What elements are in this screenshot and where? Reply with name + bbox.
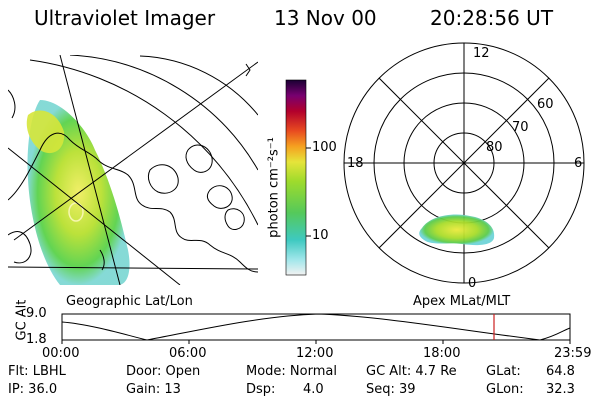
- right-panel-title: Apex MLat/MLT: [413, 294, 511, 309]
- mlt-label-6: 6: [574, 156, 583, 171]
- info-glat: GLat:: [486, 364, 521, 379]
- info-flt: Flt: LBHL: [8, 364, 66, 379]
- info-seq: Seq: 39: [366, 382, 416, 397]
- polar-plot: [343, 42, 585, 284]
- gc-alt-curve: [61, 313, 571, 341]
- time-label: 20:28:56 UT: [430, 6, 554, 30]
- x-tick-label: 06:00: [169, 346, 207, 361]
- left-panel-title: Geographic Lat/Lon: [66, 294, 193, 309]
- latitude-grid: [8, 55, 258, 285]
- x-tick-label: 00:00: [42, 346, 80, 361]
- mlt-label-18: 18: [347, 156, 364, 171]
- mlat-label-70: 70: [512, 120, 529, 135]
- info-glat-value: 64.8: [546, 364, 575, 379]
- colorbar-label-10: 10: [312, 228, 329, 243]
- info-mode: Mode: Normal: [246, 364, 337, 379]
- info-gain: Gain: 13: [126, 382, 181, 397]
- mlt-label-12: 12: [473, 46, 490, 61]
- aurora-patch-upper: [26, 110, 65, 154]
- info-glon: GLon:: [486, 382, 524, 397]
- info-ip: IP: 36.0: [8, 382, 58, 397]
- gc-alt-ymin: 1.8: [26, 332, 47, 347]
- info-glon-value: 32.3: [546, 382, 575, 397]
- x-tick-label: 23:59: [554, 346, 592, 361]
- info-dsp-value: 4.0: [303, 382, 324, 397]
- bright-contour: [68, 202, 84, 222]
- info-gc-alt: GC Alt: 4.7 Re: [366, 364, 457, 379]
- diagonal-meridian-2: [378, 77, 550, 249]
- info-door: Door: Open: [126, 364, 201, 379]
- gc-alt-ymax: 9.0: [26, 306, 47, 321]
- instrument-title: Ultraviolet Imager: [34, 6, 216, 30]
- colorbar-unit-label: photon cm⁻²s⁻¹: [266, 137, 282, 238]
- info-dsp: Dsp:: [246, 382, 276, 397]
- x-tick-label: 18:00: [423, 346, 461, 361]
- colorbar-label-100: 100: [312, 140, 337, 155]
- aurora-oval-magnetic: [419, 214, 495, 246]
- coastline: [8, 63, 258, 273]
- mlat-label-80: 80: [486, 140, 503, 155]
- x-tick-label: 12:00: [296, 346, 334, 361]
- colorbar: [285, 79, 307, 276]
- mlat-label-60: 60: [537, 97, 554, 112]
- mlt-label-0: 0: [468, 276, 477, 291]
- geographic-map: [8, 55, 258, 285]
- gc-alt-plot: [61, 313, 571, 344]
- date-label: 13 Nov 00: [274, 6, 377, 30]
